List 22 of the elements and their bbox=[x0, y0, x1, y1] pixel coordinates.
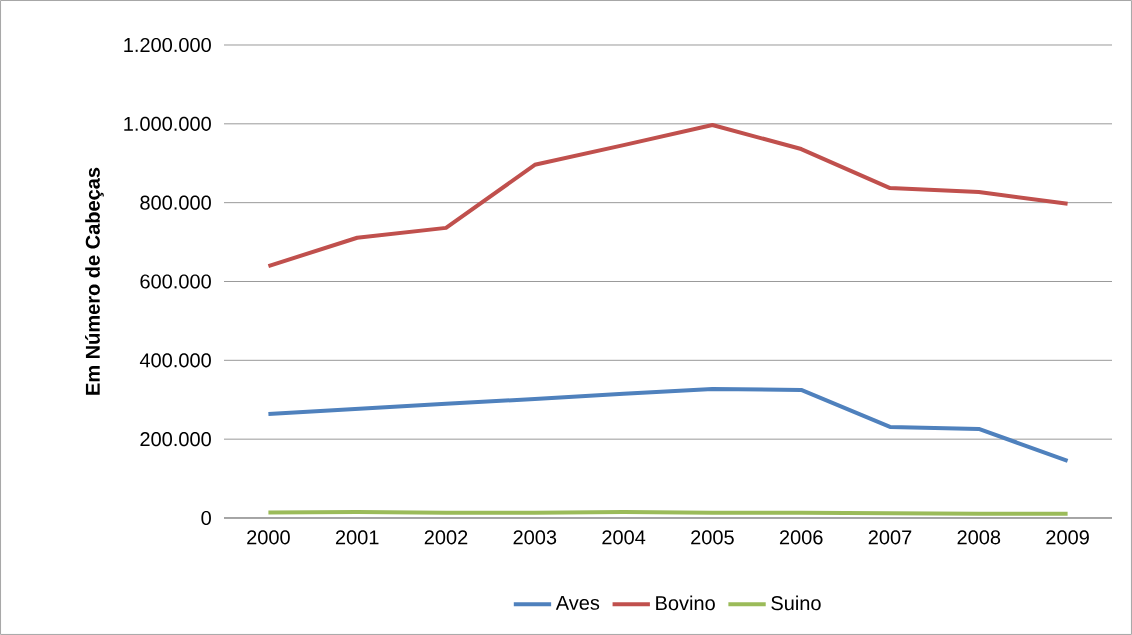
y-axis-title: Em Número de Cabeças bbox=[85, 167, 104, 395]
x-tick-label: 2006 bbox=[779, 530, 823, 545]
x-tick-label: 2008 bbox=[957, 530, 1001, 545]
x-tick-label: 2003 bbox=[513, 530, 557, 545]
x-tick-label: 2007 bbox=[868, 530, 912, 545]
x-tick-label: 2002 bbox=[424, 530, 468, 545]
line-series bbox=[266, 123, 1070, 269]
y-tick-label: 800.000 bbox=[140, 195, 211, 210]
y-tick-label: 600.000 bbox=[140, 274, 211, 289]
x-tick-label: 2004 bbox=[602, 530, 646, 545]
y-tick-label: 1.200.000 bbox=[124, 37, 211, 53]
legend-label: Suino bbox=[771, 595, 821, 611]
legend-label: Bovino bbox=[656, 595, 715, 611]
y-tick-label: 400.000 bbox=[139, 353, 211, 368]
x-tick-label: 2009 bbox=[1046, 530, 1089, 545]
x-tick-label: 2001 bbox=[335, 530, 379, 545]
legend-label: Aves bbox=[555, 595, 600, 610]
y-tick-label: 0 bbox=[201, 510, 211, 526]
x-tick-label: 2005 bbox=[691, 530, 734, 545]
x-tick-label: 2000 bbox=[247, 530, 290, 545]
y-tick-label: 200.000 bbox=[140, 432, 211, 447]
y-tick-label: 1.000.000 bbox=[124, 116, 211, 131]
